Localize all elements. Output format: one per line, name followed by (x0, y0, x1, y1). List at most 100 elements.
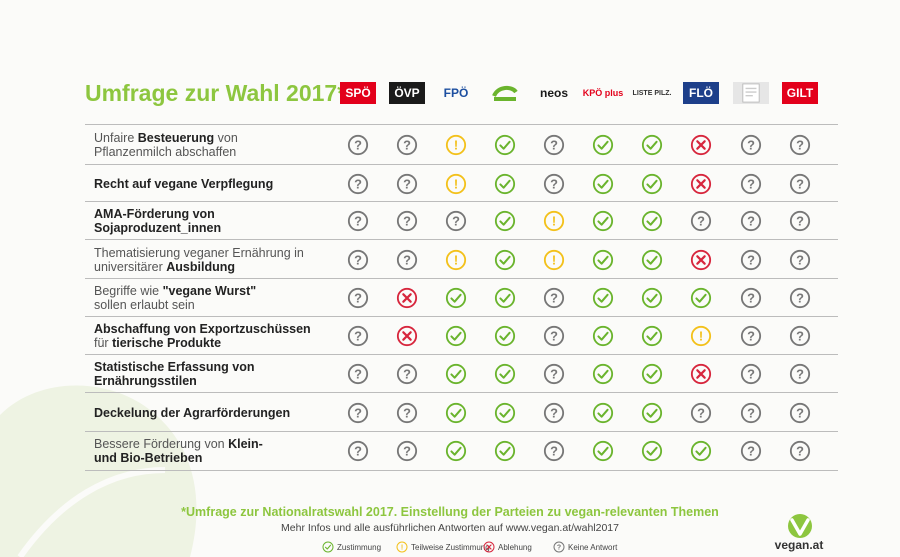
topic-text: AMA-Förderung von (94, 207, 215, 221)
svg-text:!: ! (454, 176, 458, 191)
topic-text: und Bio-Betrieben (94, 451, 203, 465)
legend-item-partial: ! Teilweise Zustimmung (396, 541, 490, 553)
answer-yes-icon (494, 363, 516, 385)
answer-none-icon: ? (347, 402, 369, 424)
svg-text:?: ? (550, 444, 558, 459)
topic-label: Begriffe wie "vegane Wurst" sollen erlaub… (94, 279, 334, 317)
svg-text:?: ? (550, 329, 558, 344)
topic-text: Thematisierung veganer Ernährung in (94, 245, 304, 260)
answer-no-icon (690, 249, 712, 271)
svg-text:?: ? (747, 138, 755, 153)
table-row: Statistische Erfassung von Ernährungsstil… (85, 354, 838, 393)
svg-text:?: ? (403, 214, 411, 229)
svg-text:?: ? (796, 291, 804, 306)
more-info-text: Mehr Infos und alle ausführlichen Antwor… (281, 522, 619, 534)
svg-text:?: ? (403, 444, 411, 459)
answer-none-icon: ? (396, 210, 418, 232)
svg-text:?: ? (796, 252, 804, 267)
table-row: Unfaire Besteuerung von Pflanzenmilch abs… (85, 124, 838, 165)
topic-label-line: Unfaire Besteuerung von (94, 131, 334, 145)
answer-none-icon: ? (445, 210, 467, 232)
topic-label: Bessere Förderung von Klein-und Bio-Betr… (94, 432, 334, 470)
svg-text:?: ? (354, 405, 362, 420)
topic-label-line: AMA-Förderung von (94, 207, 334, 221)
topic-text: Begriffe wie (94, 284, 163, 298)
answer-none-icon: ? (789, 402, 811, 424)
party-logo-8 (733, 82, 769, 104)
svg-text:!: ! (699, 329, 703, 344)
answer-none-icon: ? (347, 363, 369, 385)
svg-text:?: ? (697, 405, 705, 420)
brand-name: vegan.at (774, 538, 824, 552)
answer-none-icon: ? (347, 173, 369, 195)
answer-yes-icon (494, 287, 516, 309)
svg-text:!: ! (552, 214, 556, 229)
svg-text:?: ? (550, 138, 558, 153)
answer-yes-icon (445, 402, 467, 424)
svg-text:?: ? (403, 138, 411, 153)
answer-none-icon: ? (347, 440, 369, 462)
legend-label: Ablehung (498, 542, 532, 552)
topic-label: AMA-Förderung von Sojaproduzent_innen (94, 202, 334, 240)
answer-none-icon: ? (740, 440, 762, 462)
svg-text:?: ? (747, 176, 755, 191)
svg-text:?: ? (354, 291, 362, 306)
party-logo-3 (487, 82, 523, 104)
topic-label-line: sollen erlaubt sein (94, 298, 334, 312)
topic-label: Abschaffung von Exportzuschüssen für tier… (94, 317, 334, 355)
svg-text:?: ? (796, 176, 804, 191)
svg-text:?: ? (747, 367, 755, 382)
answer-yes-icon (494, 402, 516, 424)
answer-yes-icon (445, 287, 467, 309)
svg-text:!: ! (454, 138, 458, 153)
answer-yes-icon (494, 249, 516, 271)
answer-none-icon: ? (690, 210, 712, 232)
answer-none-icon: ? (789, 287, 811, 309)
answer-yes-icon (592, 287, 614, 309)
svg-text:?: ? (354, 252, 362, 267)
topic-text: Bessere Förderung von (94, 437, 229, 451)
party-logo-4: neos (539, 86, 568, 100)
answer-yes-icon (641, 325, 663, 347)
answer-none-icon: ? (347, 325, 369, 347)
table-row: Recht auf vegane Verpflegung??!??? (85, 164, 838, 202)
topic-label-line: Begriffe wie "vegane Wurst" (94, 284, 334, 298)
answer-none-icon: ? (543, 173, 565, 195)
answer-yes-icon (592, 440, 614, 462)
legend-item-yes: Zustimmung (322, 541, 381, 553)
answer-none-icon: ? (543, 134, 565, 156)
topic-label-line: Bessere Förderung von Klein- (94, 437, 334, 451)
answer-yes-icon (641, 249, 663, 271)
topic-label-line: für tierische Produkte (94, 336, 334, 350)
answer-none-icon: ? (396, 173, 418, 195)
topic-text: Besteuerung (137, 131, 215, 145)
svg-text:?: ? (747, 291, 755, 306)
svg-text:?: ? (550, 405, 558, 420)
topic-text: "vegane Wurst" (162, 284, 257, 298)
topic-label: Unfaire Besteuerung von Pflanzenmilch abs… (94, 125, 334, 165)
answer-yes-icon (641, 287, 663, 309)
answer-yes-icon (592, 363, 614, 385)
svg-text:!: ! (552, 252, 556, 267)
answer-none-icon: ? (740, 134, 762, 156)
answer-yes-icon (592, 325, 614, 347)
table-row: Bessere Förderung von Klein-und Bio-Betr… (85, 431, 838, 471)
answer-yes-icon (494, 440, 516, 462)
answer-none-icon: ? (543, 363, 565, 385)
answer-none-icon: ? (789, 363, 811, 385)
svg-text:?: ? (796, 367, 804, 382)
answer-none-icon: ? (789, 134, 811, 156)
topic-label-line: Abschaffung von Exportzuschüssen (94, 322, 334, 336)
answer-none-icon: ? (396, 134, 418, 156)
footnote: *Umfrage zur Nationalratswahl 2017. Eins… (181, 505, 719, 519)
legend-none-icon: ? (553, 541, 565, 553)
answer-yes-icon (641, 134, 663, 156)
svg-text:?: ? (796, 329, 804, 344)
topic-label: Deckelung der Agrarförderungen (94, 393, 334, 432)
answer-yes-icon (592, 402, 614, 424)
answer-yes-icon (494, 134, 516, 156)
svg-text:?: ? (354, 329, 362, 344)
topic-label-line: Statistische Erfassung von (94, 360, 334, 374)
svg-text:?: ? (403, 176, 411, 191)
answer-partial-icon: ! (543, 249, 565, 271)
